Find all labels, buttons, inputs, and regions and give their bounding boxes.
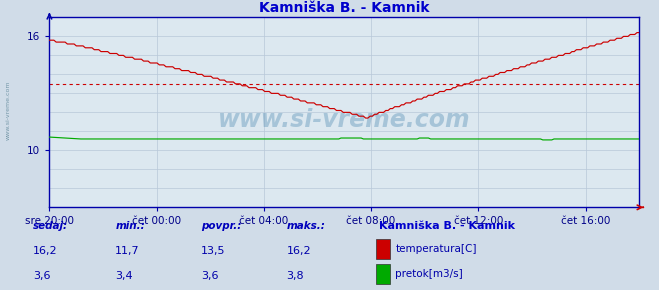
Text: 16,2: 16,2: [33, 246, 57, 256]
Text: 3,8: 3,8: [287, 271, 304, 281]
Bar: [376, 239, 390, 259]
Text: 3,4: 3,4: [115, 271, 133, 281]
Text: www.si-vreme.com: www.si-vreme.com: [218, 108, 471, 132]
Text: povpr.:: povpr.:: [201, 221, 241, 231]
Text: sedaj:: sedaj:: [33, 221, 68, 231]
Text: 3,6: 3,6: [201, 271, 219, 281]
Text: Kamniška B. - Kamnik: Kamniška B. - Kamnik: [379, 221, 515, 231]
Text: 16,2: 16,2: [287, 246, 311, 256]
Text: temperatura[C]: temperatura[C]: [395, 244, 477, 254]
Title: Kamniška B. - Kamnik: Kamniška B. - Kamnik: [259, 1, 430, 15]
Bar: [376, 264, 390, 284]
Text: www.si-vreme.com: www.si-vreme.com: [5, 80, 11, 140]
Text: min.:: min.:: [115, 221, 145, 231]
Text: 13,5: 13,5: [201, 246, 225, 256]
Text: maks.:: maks.:: [287, 221, 326, 231]
Text: 11,7: 11,7: [115, 246, 140, 256]
Text: 3,6: 3,6: [33, 271, 51, 281]
Text: pretok[m3/s]: pretok[m3/s]: [395, 269, 463, 279]
